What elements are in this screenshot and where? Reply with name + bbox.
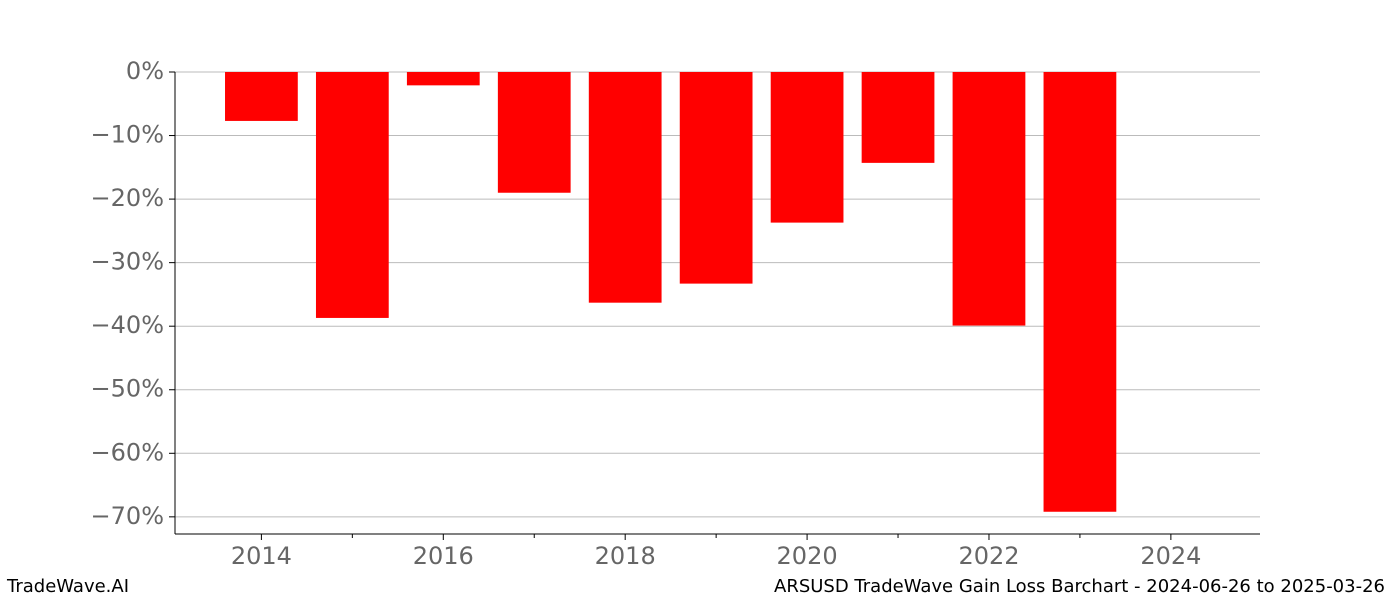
y-tick-label: −10% (91, 121, 164, 149)
y-tick-label: −30% (91, 248, 164, 276)
y-tick-label: −50% (91, 375, 164, 403)
watermark: TradeWave.AI (6, 576, 129, 597)
bar (406, 72, 480, 86)
y-tick-label: −60% (91, 438, 164, 466)
y-tick-label: −40% (91, 311, 164, 339)
bar (679, 72, 753, 284)
x-tick-label: 2020 (777, 542, 838, 570)
x-tick-label: 2024 (1140, 542, 1201, 570)
bar (497, 72, 571, 193)
x-tick-label: 2014 (231, 542, 292, 570)
x-tick-label: 2022 (958, 542, 1019, 570)
bar (315, 72, 389, 318)
x-tick-label: 2018 (595, 542, 656, 570)
y-tick-label: −70% (91, 502, 164, 530)
bar (225, 72, 298, 121)
bar (770, 72, 844, 223)
y-tick-label: −20% (91, 184, 164, 212)
bar (952, 72, 1026, 326)
chart-title: ARSUSD TradeWave Gain Loss Barchart - 20… (774, 576, 1385, 597)
bar (1043, 72, 1117, 512)
bar (861, 72, 935, 163)
x-tick-label: 2016 (413, 542, 474, 570)
bar (588, 72, 662, 303)
y-tick-label: 0% (126, 57, 164, 85)
